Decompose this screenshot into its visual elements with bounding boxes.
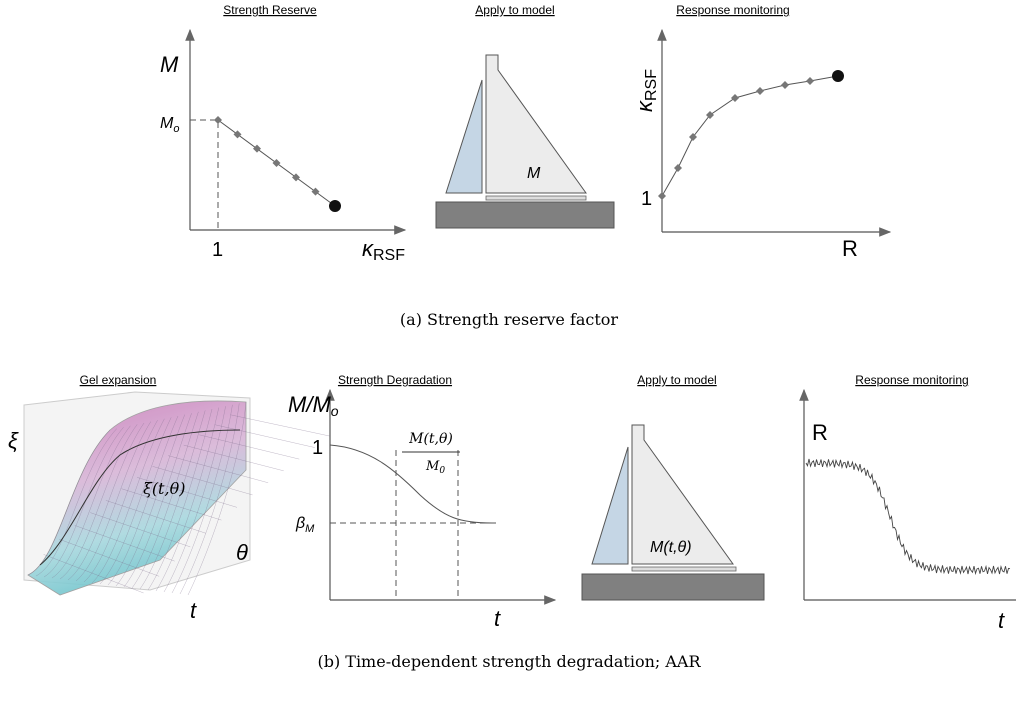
axis-label: R <box>842 236 858 261</box>
axis-label: ξ <box>8 428 19 453</box>
marker <box>292 173 300 182</box>
axis-label: κRSF <box>362 236 405 264</box>
axis-label: M/Mo <box>288 392 339 419</box>
dam-upstream <box>591 446 629 565</box>
marker <box>731 94 739 102</box>
panel-title: Strength Degradation <box>338 373 452 387</box>
marker <box>214 116 222 124</box>
marker <box>311 187 320 196</box>
label: M <box>425 459 440 474</box>
curve <box>661 75 839 197</box>
label: β <box>295 515 305 532</box>
model-label: M <box>527 165 541 182</box>
axis-label: M <box>160 52 179 77</box>
axis-label: t <box>494 606 501 631</box>
fraction-bottom: M0 <box>425 459 445 476</box>
marker <box>706 111 714 119</box>
marker <box>233 130 242 139</box>
surface-plot <box>23 391 331 596</box>
subscript: RSF <box>373 247 405 264</box>
panel-title: Gel expansion <box>80 373 157 387</box>
axis-mark: Mo <box>160 115 179 135</box>
label: κ <box>632 100 657 112</box>
dam-upstream <box>445 79 483 194</box>
guide <box>190 119 219 230</box>
panel-title: Apply to model <box>637 373 716 387</box>
subscript: o <box>173 123 179 135</box>
response-curve <box>805 458 1011 576</box>
caption: (a) Strength reserve factor <box>400 310 619 329</box>
dam <box>485 54 587 194</box>
fraction-top: M(t,θ) <box>408 431 453 447</box>
caption: (b) Time-dependent strength degradation;… <box>317 652 701 671</box>
subscript: o <box>331 403 339 419</box>
end-point <box>832 70 844 82</box>
axis-label: t <box>190 598 197 623</box>
plate <box>631 566 737 572</box>
subscript: M <box>305 523 315 535</box>
axis-mark: 1 <box>641 188 652 210</box>
surface-label: ξ(t,θ) <box>143 479 185 498</box>
axis-mark: βM <box>295 515 315 535</box>
label: κ <box>362 236 374 261</box>
marker <box>658 192 666 200</box>
panel-title: Response monitoring <box>676 3 789 17</box>
markers <box>658 77 814 200</box>
panel-title: Apply to model <box>475 3 554 17</box>
marker <box>756 87 764 95</box>
end-point <box>329 200 341 212</box>
marker <box>781 81 789 89</box>
axis-mark: 1 <box>312 437 323 459</box>
foundation <box>581 573 765 601</box>
markers <box>214 116 320 196</box>
marker <box>253 144 261 153</box>
model-label: M(t,θ) <box>650 539 692 556</box>
subscript: RSF <box>643 69 660 101</box>
axis-mark: 1 <box>212 239 223 261</box>
axis-label: t <box>998 608 1005 633</box>
marker <box>689 133 697 141</box>
foundation <box>435 201 615 229</box>
axis-label: θ <box>236 540 248 565</box>
axis-label: R <box>812 420 828 445</box>
marker <box>272 159 281 167</box>
label: M/M <box>288 392 331 417</box>
subscript: 0 <box>439 466 445 476</box>
marker <box>674 164 682 172</box>
panel-title: Response monitoring <box>855 373 968 387</box>
label: M <box>160 115 174 132</box>
axis-label: κRSF <box>632 69 660 112</box>
marker <box>806 77 814 85</box>
guide <box>330 450 500 600</box>
mesh-lines <box>27 401 331 596</box>
plate <box>485 195 587 201</box>
curve <box>329 444 493 524</box>
dam <box>631 424 734 565</box>
panel-title: Strength Reserve <box>223 3 317 17</box>
